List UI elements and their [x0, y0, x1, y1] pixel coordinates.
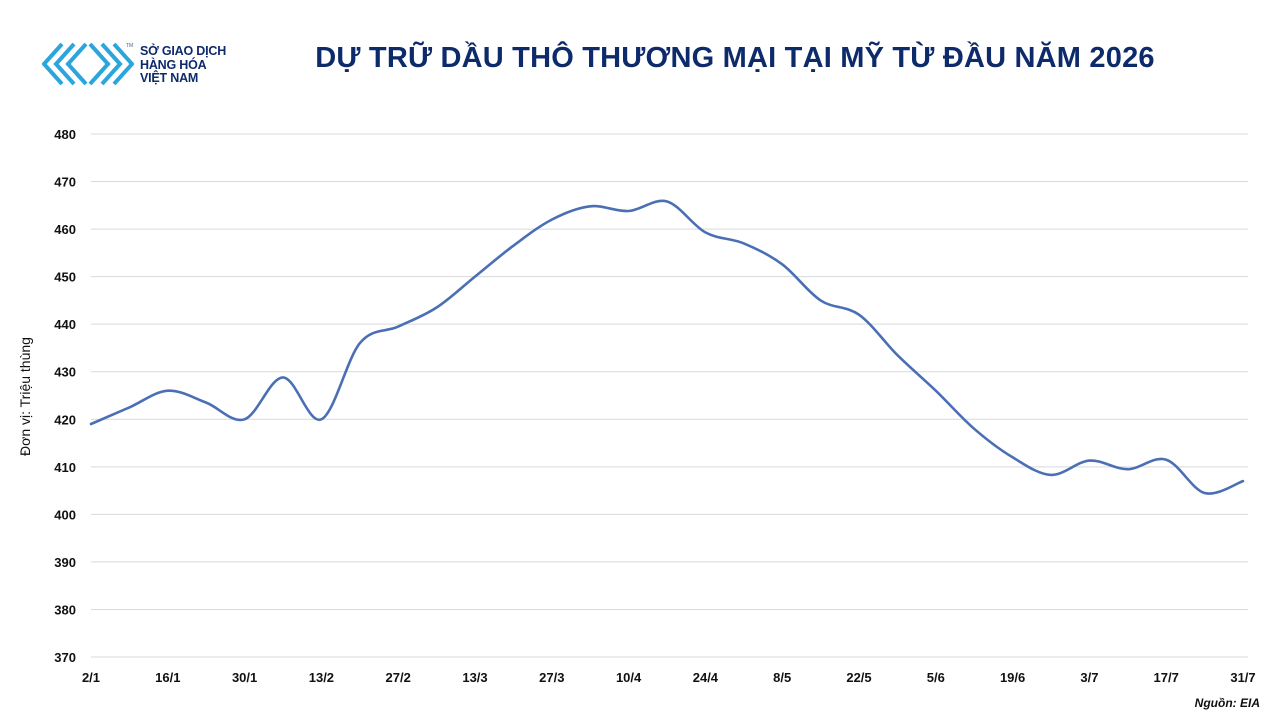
y-tick-label: 460 — [54, 222, 76, 237]
x-tick-label: 3/7 — [1080, 670, 1098, 685]
y-tick-label: 430 — [54, 365, 76, 380]
x-tick-label: 10/4 — [616, 670, 642, 685]
y-axis-label: Đơn vị: Triệu thùng — [17, 337, 33, 456]
y-tick-label: 370 — [54, 650, 76, 665]
logo-chevrons-icon — [42, 42, 134, 86]
y-tick-label: 470 — [54, 175, 76, 190]
y-tick-label: 390 — [54, 555, 76, 570]
x-tick-label: 22/5 — [846, 670, 871, 685]
x-tick-label: 19/6 — [1000, 670, 1025, 685]
y-tick-label: 440 — [54, 317, 76, 332]
logo-line-1: SỞ GIAO DỊCH — [140, 44, 227, 58]
source-note: Nguồn: EIA — [1194, 696, 1260, 710]
logo-text: SỞ GIAO DỊCH HÀNG HÓA VIỆT NAM — [140, 44, 227, 86]
x-tick-label: 24/4 — [693, 670, 719, 685]
x-tick-label: 2/1 — [82, 670, 100, 685]
logo: TM SỞ GIAO DỊCH HÀNG HÓA VIỆT NAM — [42, 40, 242, 90]
series-line — [89, 199, 1245, 495]
x-tick-label: 27/2 — [386, 670, 411, 685]
x-tick-label: 13/2 — [309, 670, 334, 685]
x-tick-label: 17/7 — [1154, 670, 1179, 685]
y-tick-label: 410 — [54, 460, 76, 475]
x-tick-label: 16/1 — [155, 670, 180, 685]
logo-line-2: HÀNG HÓA — [140, 57, 207, 72]
y-tick-label: 450 — [54, 270, 76, 285]
x-tick-label: 8/5 — [773, 670, 791, 685]
x-tick-label: 31/7 — [1230, 670, 1255, 685]
y-tick-label: 420 — [54, 412, 76, 427]
chart-title: DỰ TRỮ DẦU THÔ THƯƠNG MẠI TẠI MỸ TỪ ĐẦU … — [315, 42, 1155, 74]
x-tick-label: 27/3 — [539, 670, 564, 685]
y-tick-label: 400 — [54, 507, 76, 522]
logo-trademark: TM — [126, 43, 134, 49]
x-tick-label: 13/3 — [462, 670, 487, 685]
x-tick-label: 30/1 — [232, 670, 257, 685]
y-tick-label: 480 — [54, 127, 76, 142]
y-tick-label: 380 — [54, 602, 76, 617]
logo-line-3: VIỆT NAM — [140, 71, 199, 85]
x-tick-label: 5/6 — [927, 670, 945, 685]
